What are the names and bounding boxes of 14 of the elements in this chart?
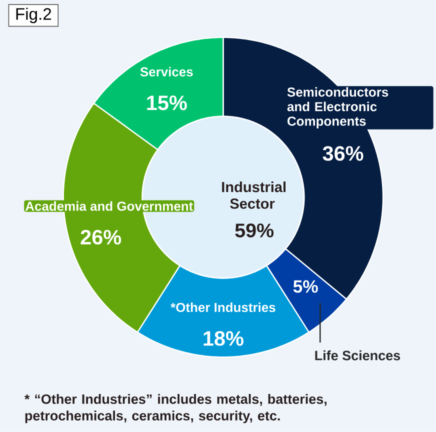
text: 59% — [235, 224, 274, 238]
data-label: 15% — [147, 96, 187, 110]
data-label: 18% — [204, 331, 244, 346]
data-label: 5% — [293, 280, 318, 293]
slice-label: Services — [140, 67, 193, 77]
slice-label: Life Sciences — [315, 350, 400, 360]
slice-label: *Other Industries — [170, 302, 276, 312]
data-label: 26% — [80, 230, 122, 245]
slice-label: Academia and Government — [25, 201, 193, 211]
slice-label: Semiconductors and Electronic Components — [287, 87, 388, 128]
chart-title: Fig.2 — [16, 8, 52, 24]
data-label: 36% — [322, 146, 364, 161]
text: Industrial Sector — [222, 182, 286, 209]
text: * “Other Industries” includes metals, batteries, petrochemicals, ceramics, security, etc. — [24, 394, 326, 424]
